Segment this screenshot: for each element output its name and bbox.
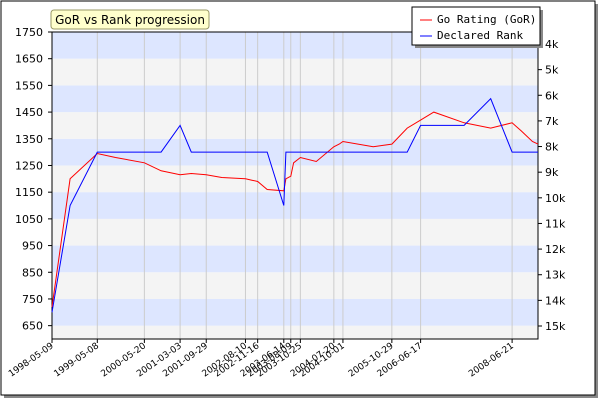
left-tick-label: 750 [22,293,43,306]
right-tick-label: 11k [545,217,566,230]
title-box: GoR vs Rank progression [50,9,210,30]
legend: Go Rating (GoR) Declared Rank [411,6,543,48]
left-tick-label: 1650 [15,53,43,66]
left-tick-label: 1250 [15,159,43,172]
series-line-gor [51,111,539,308]
plot-band [52,245,538,273]
right-tick-label: 8k [545,141,559,154]
series-line-rank [51,97,538,313]
plot-band [52,272,538,299]
right-tick-label: 6k [545,89,559,102]
plot-band [52,165,538,193]
left-tick-label: 1350 [15,133,43,146]
right-tick-label: 7k [545,115,559,128]
right-axis: 4k 5k 6k 7k 8k 9k 10k 11k 12k 13k 14k 15k [538,38,566,333]
left-tick-label: 1150 [15,186,43,199]
right-tick-label: 15k [545,320,566,333]
title-background [50,9,210,30]
plot-band [52,218,538,246]
plot-band [52,58,538,86]
plot-band [52,112,538,139]
right-tick-label: 14k [545,294,566,307]
left-tick-label: 1050 [15,213,43,226]
plot-border [51,31,539,340]
plot-band [52,192,538,219]
series-lines [51,97,539,313]
left-axis: 650 750 850 950 1050 1150 1250 1350 1450 1550 1650… [15,26,52,333]
plot-band [52,298,538,326]
left-tick-label: 1550 [15,79,43,92]
right-tick-label: 13k [545,269,566,282]
left-tick-label: 1750 [15,26,43,39]
right-tick-label: 4k [545,38,559,51]
left-tick-label: 850 [22,266,43,279]
legend-box [411,6,541,46]
legend-label-rank: Declared Rank [437,29,523,42]
right-tick-label: 5k [545,64,559,77]
chart-title: GoR vs Rank progression [55,13,205,27]
plot-band [52,85,538,113]
left-tick-label: 950 [22,240,43,253]
legend-label-gor: Go Rating (GoR) [437,13,536,26]
right-tick-label: 12k [545,243,566,256]
right-tick-label: 10k [545,192,566,205]
plot-band [52,325,538,339]
left-tick-label: 650 [22,320,43,333]
right-tick-label: 9k [545,166,559,179]
plot-bands [52,32,538,339]
left-tick-label: 1450 [15,106,43,119]
